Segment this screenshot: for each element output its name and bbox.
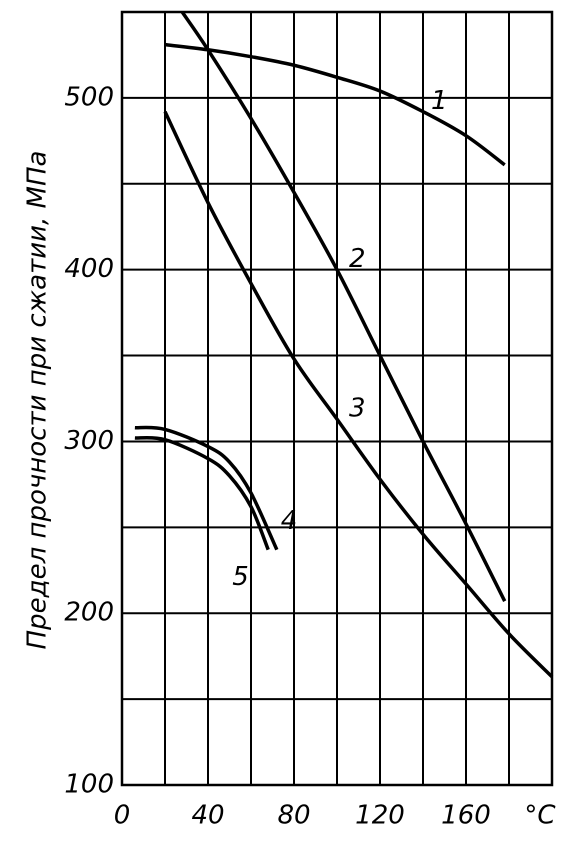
x-axis-label: °C [524, 801, 556, 831]
y-tick-label: 100 [64, 770, 114, 800]
x-tick-label: 160 [441, 801, 491, 831]
x-tick-label: 80 [277, 801, 310, 831]
line [164, 42, 506, 167]
x-tick-label: 0 [114, 801, 131, 831]
line [180, 11, 507, 602]
y-axis-label: Предел прочности при сжатии, МПа [23, 151, 53, 650]
x-tick-label: 40 [191, 801, 224, 831]
y-tick-label: 500 [64, 82, 114, 112]
y-tick-label: 300 [64, 426, 114, 456]
series-label: 4 [281, 506, 298, 536]
y-tick-label: 400 [64, 254, 114, 284]
line [163, 110, 554, 679]
y-tick-label: 200 [64, 598, 114, 628]
series-label: 2 [349, 244, 366, 274]
series-label: 3 [349, 394, 366, 424]
line [134, 425, 279, 551]
series-label: 1 [431, 86, 448, 116]
series-label: 5 [232, 562, 249, 592]
line [134, 435, 270, 551]
plot-frame [120, 10, 554, 787]
x-tick-label: 120 [355, 801, 405, 831]
